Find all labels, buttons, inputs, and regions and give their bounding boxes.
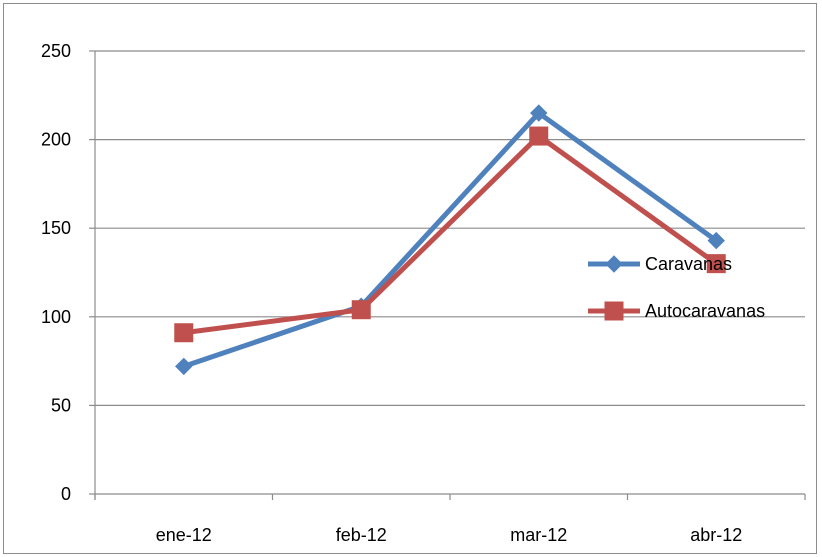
series-line-caravanas <box>181 110 719 369</box>
data-point-caravanas <box>707 231 725 250</box>
x-tick-labels: ene-12 feb-12 mar-12 abr-12 <box>156 525 743 545</box>
data-point-caravanas <box>530 104 548 122</box>
series-lines <box>174 104 726 376</box>
legend: Caravanas Autocaravanas <box>588 254 765 321</box>
y-tick-labels: 0 50 100 150 200 250 <box>41 41 71 504</box>
legend-label: Caravanas <box>645 254 732 274</box>
y-tick-label: 150 <box>41 218 71 238</box>
y-tick-label: 100 <box>41 307 71 327</box>
y-tick-label: 50 <box>51 395 71 415</box>
legend-item-autocaravanas: Autocaravanas <box>588 301 765 321</box>
data-point-autocaravanas <box>174 323 194 343</box>
legend-item-caravanas: Caravanas <box>588 254 732 274</box>
gridlines <box>95 50 805 406</box>
data-point-caravanas <box>175 357 193 376</box>
y-tick-label: 0 <box>61 484 71 504</box>
data-point-autocaravanas <box>351 300 371 320</box>
x-tick-label: abr-12 <box>690 525 742 545</box>
x-tick-label: mar-12 <box>510 525 567 545</box>
legend-label: Autocaravanas <box>645 301 765 321</box>
y-tick-label: 250 <box>41 41 71 61</box>
axes <box>89 50 806 500</box>
legend-marker <box>605 255 623 273</box>
x-tick-label: ene-12 <box>156 525 212 545</box>
x-tick-label: feb-12 <box>336 525 387 545</box>
series-caravanas <box>175 104 725 376</box>
series-line-autocaravanas <box>181 133 719 336</box>
series-autocaravanas <box>174 126 726 343</box>
y-tick-label: 200 <box>41 130 71 150</box>
legend-marker <box>604 301 624 321</box>
chart-frame <box>3 3 817 554</box>
data-point-autocaravanas <box>529 126 549 146</box>
data-point-autocaravanas <box>706 254 726 274</box>
